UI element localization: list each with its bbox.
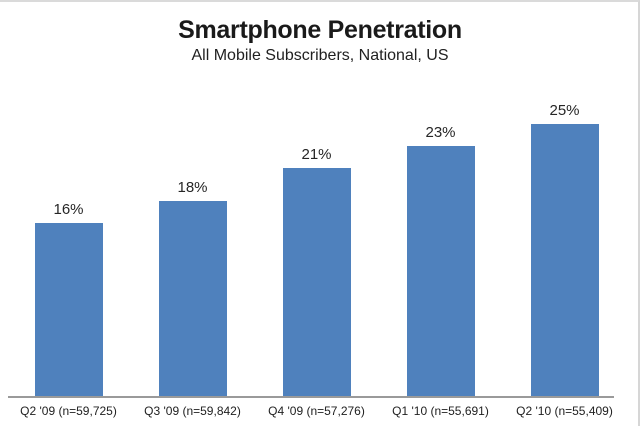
bar xyxy=(406,146,475,397)
x-axis-line xyxy=(8,396,614,398)
bar-value-label: 18% xyxy=(177,179,208,196)
x-axis-category-label: Q2 '10 (n=55,409) xyxy=(516,404,613,418)
x-axis-category-label: Q4 '09 (n=57,276) xyxy=(268,404,365,418)
x-axis-category-label: Q1 '10 (n=55,691) xyxy=(392,404,489,418)
bar xyxy=(158,201,227,397)
chart-title: Smartphone Penetration xyxy=(178,16,462,44)
bar xyxy=(530,124,599,397)
bar xyxy=(34,223,103,397)
bar-value-label: 21% xyxy=(301,146,332,163)
bar xyxy=(282,168,351,397)
chart-subtitle: All Mobile Subscribers, National, US xyxy=(191,47,449,64)
x-axis-category-label: Q3 '09 (n=59,842) xyxy=(144,404,241,418)
bar-value-label: 16% xyxy=(53,201,84,218)
bar-value-label: 23% xyxy=(425,124,456,141)
bar-value-label: 25% xyxy=(549,102,580,119)
x-axis-category-label: Q2 '09 (n=59,725) xyxy=(20,404,117,418)
